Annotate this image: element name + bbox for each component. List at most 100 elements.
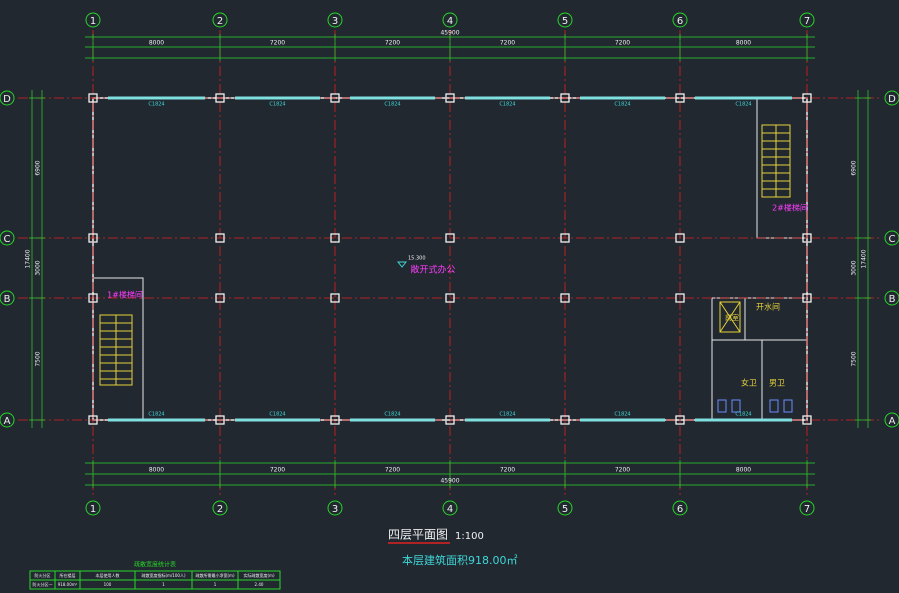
table-cell: 1 [162,582,165,587]
table-title: 疏散宽度统计表 [134,561,176,569]
table-cell: 防火分区 [35,572,51,578]
axis-bubble [799,500,815,516]
dim-text: 7500 [35,351,42,366]
axis-label: 1 [90,504,96,515]
column [675,233,685,243]
axis-bubble [212,500,228,516]
axis-bubble [672,500,688,516]
axis-label: A [889,416,896,427]
column [560,293,570,303]
axis-label: 2 [217,504,223,515]
axis-bubble [85,500,101,516]
axis-bubble [884,230,899,246]
column [88,233,98,243]
column [215,93,225,103]
window-label: C1824 [735,102,751,108]
dim-text: 3000 [851,260,858,275]
axis-bubble [327,12,343,28]
column [445,415,455,425]
dim-text: 7200 [270,467,285,474]
dim-text: 7200 [500,467,515,474]
level-text: 15.300 [408,256,426,262]
column [88,293,98,303]
column [330,93,340,103]
dim-text: 6900 [851,160,858,175]
axis-label: 3 [332,16,338,27]
axis-label: 3 [332,504,338,515]
room-label: 男卫 [769,379,785,388]
room-label: 2#楼梯间 [772,203,808,213]
window-label: C1824 [148,102,164,108]
axis-label: 5 [562,16,568,27]
axis-label: 7 [804,504,810,515]
window-label: C1824 [499,102,515,108]
room-label: 1#楼梯间 [107,290,143,300]
column [215,415,225,425]
axis-label: D [3,94,11,105]
room-label: 前室 [725,313,739,322]
axis-bubble [212,12,228,28]
dim-text: 7500 [851,351,858,366]
column [88,93,98,103]
dim-text: 8000 [736,467,751,474]
window-label: C1824 [499,412,515,418]
column [675,415,685,425]
axis-bubble [884,412,899,428]
window-label: C1824 [384,412,400,418]
column [215,293,225,303]
column [445,293,455,303]
axis-label: 1 [90,16,96,27]
axis-label: 4 [447,16,453,27]
axis-label: 7 [804,16,810,27]
table-cell: 2.40 [255,582,264,587]
column [802,415,812,425]
dim-text: 8000 [149,467,164,474]
axis-bubble [0,412,15,428]
column [560,415,570,425]
axis-label: 5 [562,504,568,515]
axis-bubble [799,12,815,28]
table-cell: 实际疏散宽度(m) [243,572,274,578]
axis-label: C [4,234,11,245]
axis-bubble [327,500,343,516]
axis-label: C [889,234,896,245]
window-label: C1824 [269,412,285,418]
dim-text: 7200 [500,40,515,47]
table-cell: 本层使用人数 [96,572,120,578]
axis-bubble [442,500,458,516]
table-cell: 防火分区一 [33,581,53,587]
window-label: C1824 [614,102,630,108]
dim-text: 17400 [25,249,32,268]
dim-text: 7200 [615,40,630,47]
column [330,293,340,303]
drawing-title: 四层平面图 [388,528,448,542]
axis-label: B [4,294,11,305]
room-label: 开水间 [756,302,780,312]
axis-bubble [557,500,573,516]
window-label: C1824 [614,412,630,418]
drawing-scale: 1:100 [455,531,484,542]
axis-label: 2 [217,16,223,27]
table-cell: 100 [104,582,112,587]
shaft [719,301,741,333]
axis-label: A [4,416,11,427]
table-cell: 1 [214,582,217,587]
shaft-cross [719,301,741,333]
axis-label: D [888,94,896,105]
table-cell: 疏散所需最小净宽(m) [195,572,234,578]
axis-label: 4 [447,504,453,515]
axis-bubble [0,290,15,306]
dim-text: 6900 [35,160,42,175]
column [88,415,98,425]
column [675,293,685,303]
column [675,93,685,103]
column [330,233,340,243]
window-label: C1824 [269,102,285,108]
column [802,233,812,243]
axis-label: 6 [677,504,683,515]
dim-text: 17400 [861,249,868,268]
area-text: 本层建筑面积918.00㎡ [402,553,518,567]
axis-bubble [442,12,458,28]
dim-text: 8000 [736,40,751,47]
axis-bubble [0,90,15,106]
